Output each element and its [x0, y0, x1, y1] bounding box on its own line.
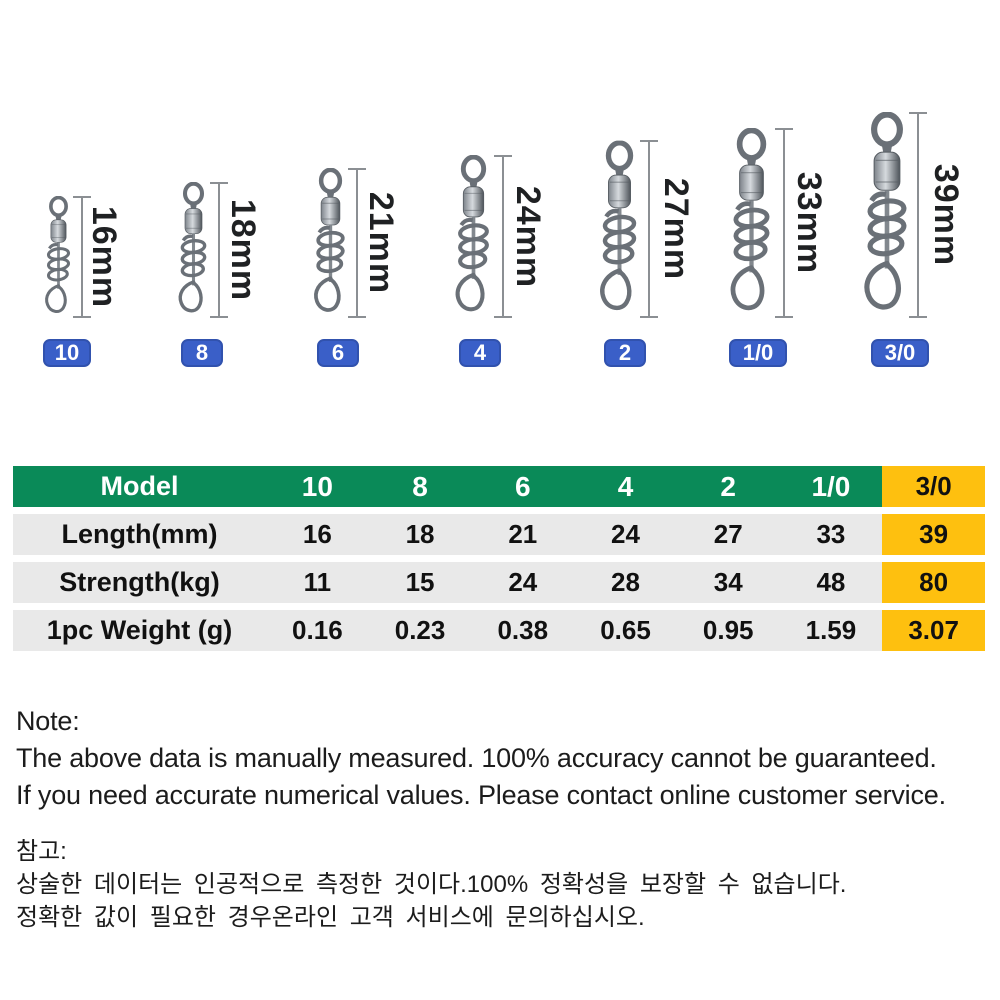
table-cell-highlight: 39 [882, 514, 985, 555]
table-cell: 1.59 [779, 610, 883, 651]
model-badge: 3/0 [871, 339, 929, 367]
table-cell: 11 [266, 562, 369, 603]
table-header-value: 4 [574, 466, 677, 507]
table-cell: 0.38 [471, 610, 575, 651]
table-header-value: 2 [676, 466, 780, 507]
table-row-label: Length(mm) [13, 514, 266, 555]
swivel-snap-image [449, 155, 498, 318]
measurement-line [73, 196, 91, 318]
model-badge: 4 [459, 339, 501, 367]
measurement-line [775, 128, 793, 318]
table-cell: 48 [779, 562, 883, 603]
length-dimension-label: 21mm [362, 191, 401, 295]
note-title: Note: [16, 706, 80, 736]
length-dimension-label: 18mm [224, 198, 263, 302]
swivel-snap-image [308, 168, 353, 318]
table-header-model: Model [13, 466, 266, 507]
table-cell-highlight: 80 [882, 562, 985, 603]
length-dimension-label: 16mm [85, 205, 124, 309]
model-badge: 6 [317, 339, 359, 367]
table-cell: 24 [471, 562, 575, 603]
table-cell: 0.23 [368, 610, 472, 651]
length-dimension-label: 27mm [657, 177, 696, 281]
model-badge: 8 [181, 339, 223, 367]
note-line: 정확한 값이 필요한 경우온라인 고객 서비스에 문의하십시오. [16, 904, 645, 931]
measurement-line [210, 182, 228, 318]
measurement-line [640, 140, 658, 318]
swivel-snap-image [593, 140, 646, 318]
table-cell: 16 [266, 514, 369, 555]
swivel-snap-image [723, 128, 780, 318]
swivel-snap-image [173, 182, 214, 318]
table-cell: 0.95 [676, 610, 780, 651]
table-header-value-highlight: 3/0 [882, 466, 985, 507]
note-line: The above data is manually measured. 100… [16, 743, 937, 773]
note-english: Note: The above data is manually measure… [16, 703, 946, 814]
measurement-line [494, 155, 512, 318]
model-badge: 10 [43, 339, 91, 367]
table-cell: 24 [574, 514, 677, 555]
table-cell: 0.16 [266, 610, 369, 651]
note-line: 상술한 데이터는 인공적으로 측정한 것이다.100% 정확성을 보장할 수 없… [16, 871, 847, 898]
model-badge: 1/0 [729, 339, 787, 367]
table-header-value: 8 [368, 466, 472, 507]
table-cell: 21 [471, 514, 575, 555]
table-header-value: 6 [471, 466, 575, 507]
length-dimension-label: 39mm [927, 163, 966, 267]
spec-table: Model 10 8 6 4 2 1/0 3/0 Length(mm) 16 1… [13, 466, 985, 651]
length-dimension-label: 24mm [509, 185, 548, 289]
table-cell: 28 [574, 562, 677, 603]
note-title: 참고: [16, 838, 67, 865]
length-dimension-label: 33mm [790, 171, 829, 275]
table-header-value: 1/0 [779, 466, 883, 507]
table-cell-highlight: 3.07 [882, 610, 985, 651]
table-row-label: Strength(kg) [13, 562, 266, 603]
measurement-line [348, 168, 366, 318]
model-badge: 2 [604, 339, 646, 367]
table-cell: 34 [676, 562, 780, 603]
table-header-value: 10 [266, 466, 369, 507]
swivel-snap-image [856, 112, 918, 318]
table-cell: 0.65 [574, 610, 677, 651]
swivel-snap-image [40, 196, 77, 318]
table-cell: 33 [779, 514, 883, 555]
table-cell: 18 [368, 514, 472, 555]
note-korean: 참고: 상술한 데이터는 인공적으로 측정한 것이다.100% 정확성을 보장할… [16, 835, 846, 934]
table-cell: 15 [368, 562, 472, 603]
note-line: If you need accurate numerical values. P… [16, 780, 946, 810]
table-cell: 27 [676, 514, 780, 555]
table-row-label: 1pc Weight (g) [13, 610, 266, 651]
measurement-line [909, 112, 927, 318]
